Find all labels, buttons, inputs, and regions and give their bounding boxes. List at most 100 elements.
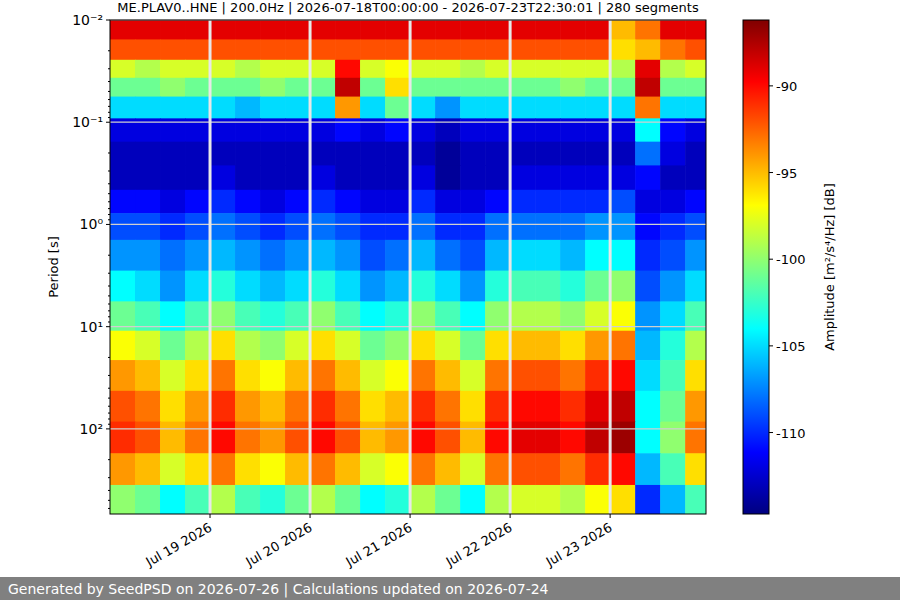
cell	[185, 271, 211, 302]
y-tick-label: 10⁻²	[72, 12, 103, 28]
cell	[335, 20, 361, 40]
cell	[360, 213, 386, 240]
y-minor-tick	[108, 321, 110, 322]
cell	[210, 453, 236, 485]
cell	[585, 142, 611, 166]
cell	[410, 190, 436, 214]
cell	[210, 422, 236, 454]
cell	[310, 190, 336, 214]
cell	[510, 78, 536, 97]
cell	[685, 190, 706, 214]
cell	[135, 331, 161, 361]
cell	[585, 39, 611, 60]
cell	[210, 20, 236, 40]
cell	[285, 271, 311, 302]
cell	[485, 360, 511, 391]
cell	[585, 60, 611, 79]
cell	[535, 20, 561, 40]
cell	[235, 271, 261, 302]
cell	[210, 165, 236, 190]
cell	[560, 190, 586, 214]
cell	[635, 485, 661, 514]
cell	[210, 213, 236, 240]
cell	[685, 213, 706, 240]
cell	[435, 331, 461, 361]
cell	[110, 39, 136, 60]
y-minor-tick	[108, 193, 110, 194]
cell	[435, 360, 461, 391]
cell	[435, 60, 461, 79]
cell	[310, 20, 336, 40]
y-minor-tick	[108, 68, 110, 69]
x-tick-label: Jul 22 2026	[443, 520, 515, 570]
cell	[585, 213, 611, 240]
cell	[335, 78, 361, 97]
y-minor-tick	[108, 255, 110, 256]
cell	[560, 422, 586, 454]
colorbar-tick-label: -95	[776, 166, 797, 181]
y-axis-title: Period [s]	[46, 236, 61, 298]
cell	[560, 165, 586, 190]
cell	[560, 391, 586, 422]
cell	[310, 391, 336, 422]
cell	[110, 485, 136, 514]
cell	[360, 391, 386, 422]
y-minor-tick	[108, 375, 110, 376]
cell	[185, 213, 211, 240]
cell	[535, 142, 561, 166]
cell	[435, 391, 461, 422]
y-minor-tick	[108, 99, 110, 100]
y-minor-tick	[108, 112, 110, 113]
cell	[360, 39, 386, 60]
cell	[385, 142, 411, 166]
cell	[260, 331, 286, 361]
cell	[335, 331, 361, 361]
cell	[460, 97, 486, 119]
cell	[685, 485, 706, 514]
cell	[285, 142, 311, 166]
cell	[635, 391, 661, 422]
cell	[410, 78, 436, 97]
y-tick	[106, 20, 110, 21]
cell	[460, 331, 486, 361]
y-minor-tick	[108, 285, 110, 286]
cell	[360, 142, 386, 166]
colorbar-tick-label: -100	[776, 252, 806, 267]
y-minor-tick	[108, 490, 110, 491]
cell	[485, 20, 511, 40]
cell	[310, 39, 336, 60]
cell	[660, 142, 686, 166]
x-tick-label: Jul 23 2026	[543, 520, 615, 570]
cell	[660, 453, 686, 485]
cell	[460, 39, 486, 60]
cell	[410, 360, 436, 391]
cell	[410, 39, 436, 60]
cell	[510, 142, 536, 166]
cell	[585, 331, 611, 361]
cell	[635, 20, 661, 40]
cell	[335, 453, 361, 485]
cell	[535, 190, 561, 214]
cell	[685, 240, 706, 271]
cell	[585, 165, 611, 190]
cell	[110, 142, 136, 166]
grid-line-x	[309, 20, 312, 514]
cell	[210, 190, 236, 214]
grid-line-y	[110, 326, 706, 327]
cell	[385, 97, 411, 119]
cell	[510, 97, 536, 119]
cell	[460, 20, 486, 40]
y-minor-tick	[108, 201, 110, 202]
cell	[485, 213, 511, 240]
cell	[160, 453, 186, 485]
cell	[560, 97, 586, 119]
cell	[635, 331, 661, 361]
cell	[410, 240, 436, 271]
cell	[385, 485, 411, 514]
cell	[585, 20, 611, 40]
cell	[560, 78, 586, 97]
cell	[335, 213, 361, 240]
cell	[160, 97, 186, 119]
cell	[335, 39, 361, 60]
cell	[510, 485, 536, 514]
